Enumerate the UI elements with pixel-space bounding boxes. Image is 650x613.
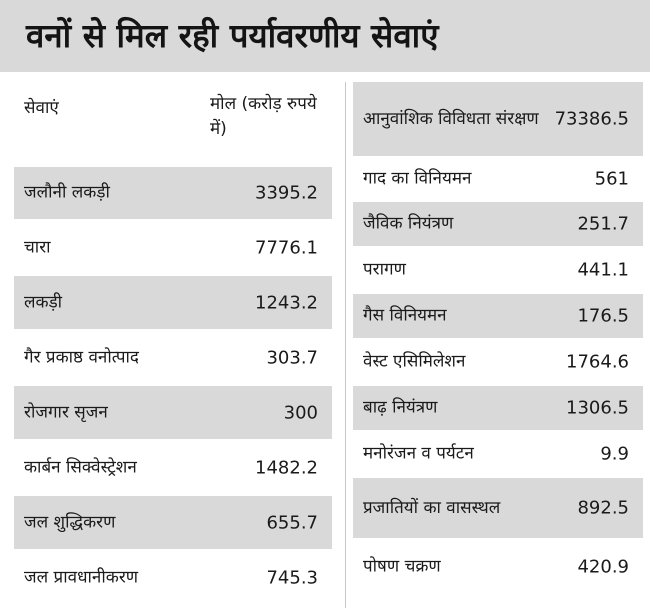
- table-row: गैस विनियमन 176.5: [353, 294, 643, 340]
- service-value: 1482.2: [255, 457, 318, 478]
- service-value: 3395.2: [255, 182, 318, 204]
- table-row: मनोरंजन व पर्यटन 9.9: [353, 432, 643, 478]
- table-row: जल शुद्धिकरण 655.7: [14, 496, 332, 551]
- service-value: 7776.1: [255, 237, 318, 258]
- service-name: परागण: [363, 259, 406, 280]
- service-name: मनोरंजन व पर्यटन: [363, 443, 474, 464]
- header-value: मोल (करोड़ रुपये में): [210, 94, 317, 139]
- service-value: 300: [283, 402, 318, 423]
- service-name: गाद का विनियमन: [363, 168, 472, 189]
- table-row: कार्बन सिक्वेस्ट्रेशन 1482.2: [14, 441, 332, 496]
- table-row: आनुवांशिक विविधता संरक्षण 73386.5: [353, 82, 643, 158]
- table-row: पोषण चक्रण 420.9: [353, 540, 643, 596]
- service-value: 441.1: [577, 259, 629, 281]
- service-value: 655.7: [266, 512, 318, 533]
- service-name: प्रजातियों का वासस्थल: [363, 498, 501, 518]
- service-value: 251.7: [577, 213, 629, 235]
- service-name: रोजगार सृजन: [24, 402, 108, 422]
- table-row: लकड़ी 1243.2: [14, 276, 332, 331]
- service-name: जैविक नियंत्रण: [363, 213, 454, 234]
- table-row: जैविक नियंत्रण 251.7: [353, 202, 643, 248]
- service-name: लकड़ी: [24, 292, 63, 312]
- table-row: जलौनी लकड़ी 3395.2: [14, 167, 332, 221]
- table-row: परागण 441.1: [353, 248, 643, 294]
- page-title: वनों से मिल रही पर्यावरणीय सेवाएं: [26, 16, 439, 55]
- service-value: 1306.5: [566, 397, 629, 419]
- service-name: गैस विनियमन: [363, 305, 447, 326]
- left-table-header: सेवाएं मोल (करोड़ रुपये में): [14, 82, 332, 167]
- table-row: जल प्रावधानीकरण 745.3: [14, 551, 332, 606]
- table-row: रोजगार सृजन 300: [14, 386, 332, 441]
- service-value: 73386.5: [554, 108, 629, 130]
- service-name: गैर प्रकाष्ठ वनोत्पाद: [24, 347, 139, 367]
- header-service: सेवाएं: [24, 98, 59, 118]
- service-value: 9.9: [600, 443, 629, 465]
- service-name: पोषण चक्रण: [363, 556, 441, 577]
- table-row: प्रजातियों का वासस्थल 892.5: [353, 478, 643, 540]
- service-name: बाढ़ नियंत्रण: [363, 397, 438, 418]
- table-row: बाढ़ नियंत्रण 1306.5: [353, 386, 643, 432]
- service-value: 1764.6: [566, 351, 629, 373]
- service-name: जलौनी लकड़ी: [24, 182, 110, 203]
- column-divider: [345, 82, 346, 608]
- table-row: चारा 7776.1: [14, 221, 332, 276]
- service-value: 892.5: [577, 497, 629, 519]
- table-row: गैर प्रकाष्ठ वनोत्पाद 303.7: [14, 331, 332, 386]
- right-table: आनुवांशिक विविधता संरक्षण 73386.5 गाद का…: [353, 82, 643, 596]
- service-value: 176.5: [577, 305, 629, 327]
- left-table: सेवाएं मोल (करोड़ रुपये में) जलौनी लकड़ी…: [14, 82, 332, 606]
- service-value: 303.7: [266, 347, 318, 368]
- service-value: 745.3: [266, 567, 318, 588]
- table-row: गाद का विनियमन 561: [353, 158, 643, 202]
- service-name: वेस्ट एसिमिलेशन: [363, 351, 466, 372]
- service-name: जल प्रावधानीकरण: [24, 567, 139, 587]
- service-value: 420.9: [577, 556, 629, 578]
- service-name: जल शुद्धिकरण: [24, 512, 116, 532]
- title-bar: वनों से मिल रही पर्यावरणीय सेवाएं: [0, 0, 650, 72]
- table-row: वेस्ट एसिमिलेशन 1764.6: [353, 340, 643, 386]
- service-name: कार्बन सिक्वेस्ट्रेशन: [24, 457, 137, 477]
- service-value: 1243.2: [255, 292, 318, 313]
- service-name: चारा: [24, 237, 51, 257]
- service-name: आनुवांशिक विविधता संरक्षण: [363, 109, 539, 129]
- service-value: 561: [594, 168, 629, 190]
